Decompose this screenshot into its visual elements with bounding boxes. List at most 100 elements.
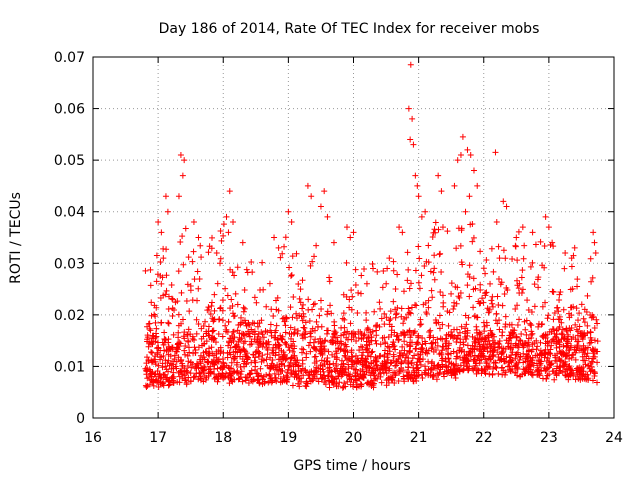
- data-point: [193, 316, 200, 323]
- data-point: [384, 351, 391, 358]
- data-point: [542, 213, 549, 220]
- data-point: [416, 356, 423, 363]
- data-point: [175, 334, 182, 341]
- data-point: [454, 284, 461, 291]
- data-point: [268, 379, 275, 386]
- data-point: [489, 293, 496, 300]
- data-point: [405, 375, 412, 382]
- data-point: [230, 349, 237, 356]
- data-point: [577, 330, 584, 337]
- data-point: [144, 323, 151, 330]
- data-point: [269, 349, 276, 356]
- data-point: [418, 272, 425, 279]
- data-point: [487, 345, 494, 352]
- data-point: [285, 208, 292, 215]
- data-point: [477, 281, 484, 288]
- data-point: [205, 373, 212, 380]
- data-point: [267, 365, 274, 372]
- data-point: [344, 378, 351, 385]
- data-point: [469, 333, 476, 340]
- data-point: [537, 238, 544, 245]
- data-point: [397, 368, 404, 375]
- data-point: [514, 322, 521, 329]
- data-point: [516, 356, 523, 363]
- data-point: [464, 367, 471, 374]
- data-point: [525, 306, 532, 313]
- data-point: [160, 245, 167, 252]
- data-point: [299, 317, 306, 324]
- data-point: [464, 327, 471, 334]
- data-point: [459, 261, 466, 268]
- data-point: [546, 371, 553, 378]
- data-point: [364, 335, 371, 342]
- data-point: [375, 371, 382, 378]
- data-point: [217, 350, 224, 357]
- data-point: [515, 228, 522, 235]
- data-point: [539, 303, 546, 310]
- data-point: [295, 281, 302, 288]
- data-point: [249, 269, 256, 276]
- data-point: [490, 268, 497, 275]
- data-point: [494, 293, 501, 300]
- data-point: [173, 365, 180, 372]
- data-point: [457, 336, 464, 343]
- data-point: [182, 351, 189, 358]
- data-point: [245, 380, 252, 387]
- data-point: [354, 309, 361, 316]
- data-point: [399, 343, 406, 350]
- data-point: [348, 363, 355, 370]
- data-point: [437, 335, 444, 342]
- data-point: [386, 348, 393, 355]
- data-point: [489, 370, 496, 377]
- data-point: [404, 277, 411, 284]
- data-point: [546, 328, 553, 335]
- data-point: [160, 255, 167, 262]
- data-point: [249, 319, 256, 326]
- data-point: [299, 357, 306, 364]
- data-point: [160, 352, 167, 359]
- data-point: [144, 375, 151, 382]
- data-point: [393, 310, 400, 317]
- data-point: [495, 370, 502, 377]
- data-point: [573, 305, 580, 312]
- data-point: [500, 345, 507, 352]
- data-point: [308, 193, 315, 200]
- data-point: [544, 338, 551, 345]
- data-point: [208, 303, 215, 310]
- data-point: [348, 349, 355, 356]
- data-point: [231, 312, 238, 319]
- data-point: [544, 315, 551, 322]
- data-point: [496, 326, 503, 333]
- data-point: [563, 344, 570, 351]
- data-point: [481, 366, 488, 373]
- data-point: [457, 151, 464, 158]
- data-point: [185, 358, 192, 365]
- data-point: [442, 335, 449, 342]
- data-point: [479, 295, 486, 302]
- data-point: [307, 262, 314, 269]
- data-point: [276, 342, 283, 349]
- data-point: [495, 340, 502, 347]
- data-point: [365, 326, 372, 333]
- data-point: [223, 328, 230, 335]
- data-point: [200, 367, 207, 374]
- data-point: [147, 327, 154, 334]
- data-point: [228, 376, 235, 383]
- data-point: [466, 274, 473, 281]
- data-point: [518, 274, 525, 281]
- data-point: [373, 362, 380, 369]
- data-point: [273, 378, 280, 385]
- data-point: [222, 285, 229, 292]
- data-point: [465, 314, 472, 321]
- data-point: [260, 286, 267, 293]
- data-point: [181, 157, 188, 164]
- data-point: [408, 360, 415, 367]
- data-point: [527, 263, 534, 270]
- data-point: [509, 349, 516, 356]
- data-point: [146, 366, 153, 373]
- data-point: [322, 381, 329, 388]
- data-point: [255, 348, 262, 355]
- data-point: [414, 351, 421, 358]
- data-point: [554, 304, 561, 311]
- data-point: [587, 311, 594, 318]
